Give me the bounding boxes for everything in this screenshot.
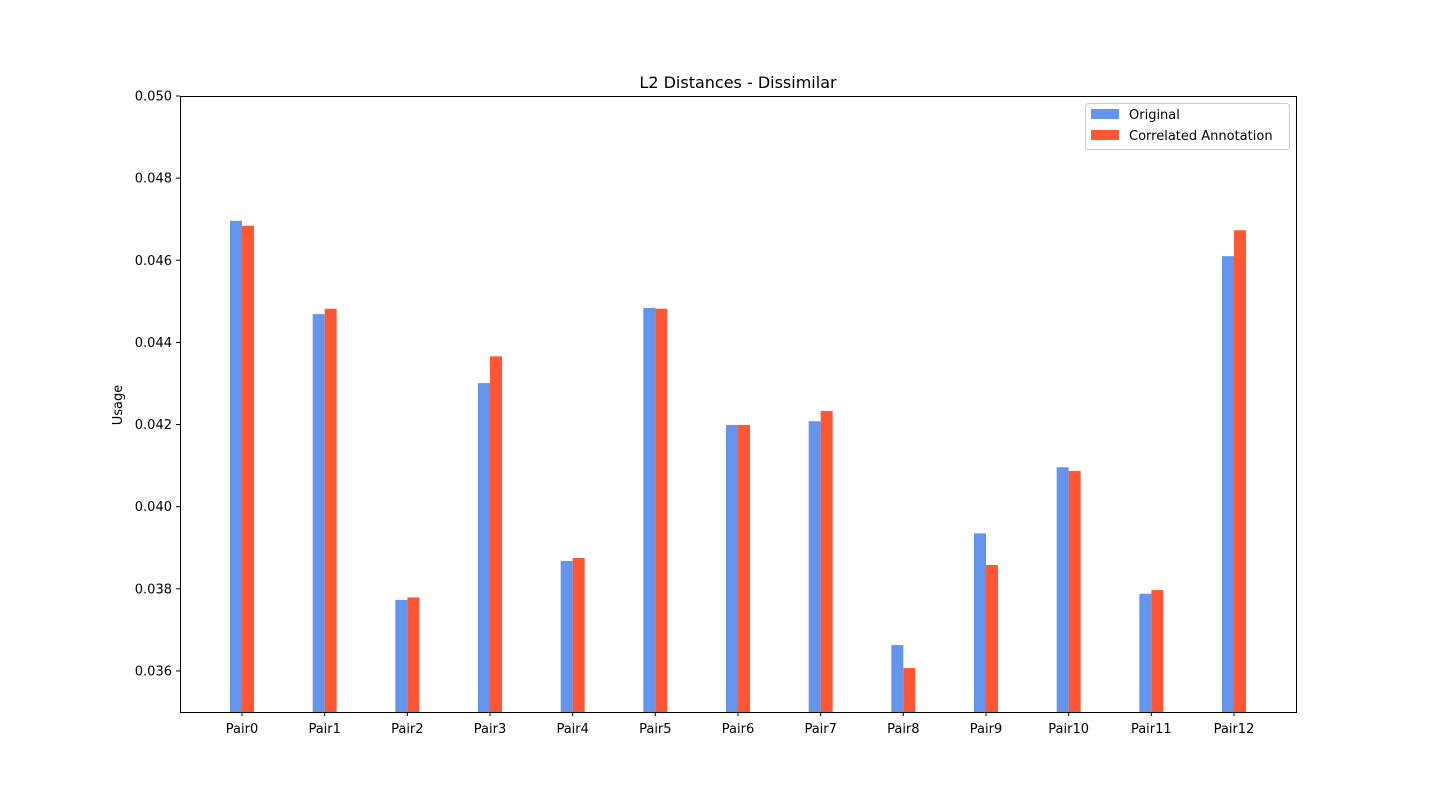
x-tick-label: Pair6	[722, 722, 754, 737]
bar-original-pair4	[560, 560, 573, 712]
x-tick-label: Pair2	[391, 722, 423, 737]
x-tick-label: Pair10	[1048, 722, 1089, 737]
bar-original-pair6	[726, 424, 738, 712]
y-tick-label: 0.038	[135, 582, 172, 597]
x-tick-label: Pair12	[1214, 722, 1255, 737]
legend-label-original: Original	[1129, 108, 1180, 123]
bars-group	[230, 220, 1246, 713]
bar-correlated-annotation-pair5	[655, 308, 668, 712]
chart-title: L2 Distances - Dissimilar	[639, 73, 837, 92]
bar-original-pair10	[1056, 467, 1069, 712]
legend-swatch-correlated-annotation	[1091, 130, 1119, 140]
bar-correlated-annotation-pair12	[1234, 230, 1246, 713]
x-tick-label: Pair8	[887, 722, 919, 737]
y-tick-label: 0.040	[135, 500, 172, 515]
bar-original-pair1	[312, 314, 325, 712]
bar-correlated-annotation-pair1	[324, 308, 337, 712]
x-tick-label: Pair11	[1131, 722, 1172, 737]
y-tick-label: 0.042	[135, 418, 172, 433]
y-axis-label: Usage	[111, 385, 126, 426]
bar-original-pair3	[478, 383, 490, 712]
legend-swatch-original	[1091, 109, 1119, 119]
x-tick-label: Pair7	[804, 722, 836, 737]
bar-original-pair8	[891, 645, 904, 712]
bar-correlated-annotation-pair4	[572, 558, 585, 712]
x-tick-label: Pair9	[970, 722, 1002, 737]
legend-label-correlated-annotation: Correlated Annotation	[1129, 129, 1273, 144]
y-tick-label: 0.036	[135, 664, 172, 679]
bar-correlated-annotation-pair0	[242, 225, 254, 712]
bar-original-pair5	[643, 307, 656, 712]
bar-correlated-annotation-pair7	[820, 410, 833, 712]
bar-correlated-annotation-pair11	[1151, 590, 1164, 712]
x-tick-label: Pair4	[556, 722, 588, 737]
bar-original-pair12	[1222, 256, 1234, 712]
bar-correlated-annotation-pair6	[738, 424, 750, 712]
bar-original-pair0	[230, 220, 242, 712]
x-tick-label: Pair0	[226, 722, 258, 737]
bar-correlated-annotation-pair2	[407, 597, 420, 712]
legend-box	[1085, 103, 1290, 150]
y-tick-label: 0.046	[135, 254, 172, 269]
bar-correlated-annotation-pair8	[903, 668, 916, 712]
bar-original-pair2	[395, 599, 408, 712]
bar-correlated-annotation-pair9	[986, 564, 998, 712]
bar-original-pair7	[808, 421, 821, 712]
bar-correlated-annotation-pair10	[1068, 470, 1081, 712]
y-tick-label: 0.050	[135, 90, 172, 105]
y-tick-label: 0.044	[135, 336, 172, 351]
x-tick-label: Pair5	[639, 722, 671, 737]
axis-ticks-group: Pair0 Pair1 Pair2 Pair3 Pair4 Pair5 Pair6 Pair7…	[135, 90, 1255, 738]
y-tick-label: 0.048	[135, 172, 172, 187]
bar-correlated-annotation-pair3	[490, 356, 502, 712]
x-tick-label: Pair3	[474, 722, 506, 737]
bar-original-pair11	[1139, 593, 1152, 712]
plot-frame	[180, 96, 1297, 713]
x-tick-label: Pair1	[308, 722, 340, 737]
bar-original-pair9	[974, 533, 986, 712]
legend: Original Correlated Annotation	[1085, 103, 1290, 150]
